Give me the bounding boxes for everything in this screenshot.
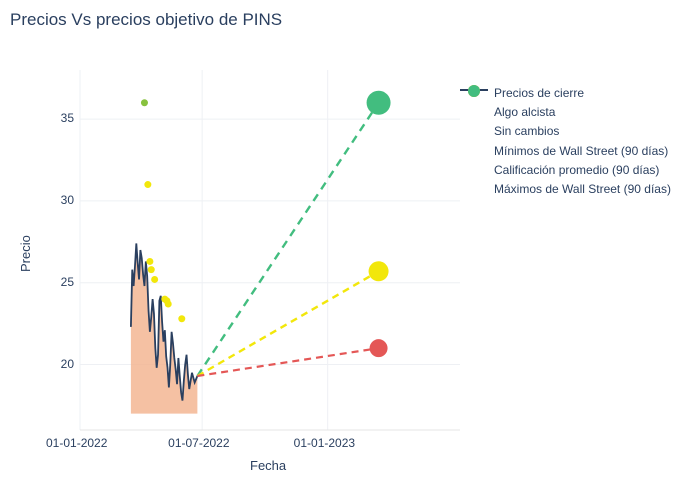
legend-item[interactable]: Precios de cierre [460,84,671,103]
legend-swatch [460,126,488,138]
legend-swatch [460,184,488,196]
legend-swatch [460,164,488,176]
x-tick-label: 01-07-2022 [168,436,229,450]
min-target-marker [370,339,388,357]
legend-label: Precios de cierre [494,84,584,103]
max-target-marker [367,91,391,115]
legend-label: Máximos de Wall Street (90 días) [494,180,671,199]
avg-target-line [197,271,378,376]
legend-item[interactable]: Mínimos de Wall Street (90 días) [460,142,671,161]
max-target-line [197,103,378,376]
x-tick-label: 01-01-2023 [294,436,355,450]
sin-cambios-point [144,181,151,188]
legend-label: Algo alcista [494,103,555,122]
legend-swatch [460,145,488,157]
y-tick-label: 20 [61,357,74,371]
y-tick-label: 35 [61,111,74,125]
y-tick-label: 25 [61,275,74,289]
legend-item[interactable]: Máximos de Wall Street (90 días) [460,180,671,199]
y-tick-label: 30 [61,193,74,207]
legend-swatch [460,107,488,119]
chart-container: Precios Vs precios objetivo de PINS Prec… [0,0,700,500]
legend-item[interactable]: Sin cambios [460,122,671,141]
chart-legend: Precios de cierreAlgo alcistaSin cambios… [460,84,671,199]
x-tick-label: 01-01-2022 [46,436,107,450]
sin-cambios-point [146,258,153,265]
chart-plot [0,0,700,500]
legend-item[interactable]: Algo alcista [460,103,671,122]
legend-item[interactable]: Calificación promedio (90 días) [460,161,671,180]
min-target-line [197,348,378,376]
legend-label: Sin cambios [494,122,559,141]
close-price-area [131,243,198,413]
sin-cambios-point [148,266,155,273]
avg-target-marker [369,261,389,281]
sin-cambios-point [165,301,172,308]
sin-cambios-point [178,315,185,322]
sin-cambios-point [151,276,158,283]
legend-label: Calificación promedio (90 días) [494,161,659,180]
legend-label: Mínimos de Wall Street (90 días) [494,142,668,161]
algo-alcista-point [141,99,148,106]
